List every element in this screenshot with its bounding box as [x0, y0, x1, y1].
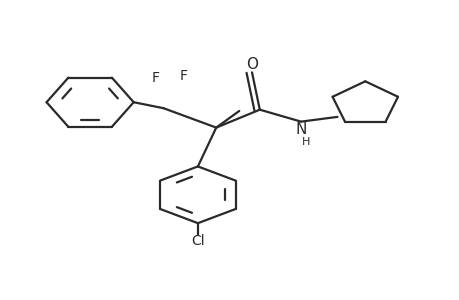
- Text: Cl: Cl: [190, 234, 204, 248]
- Text: F: F: [179, 69, 187, 83]
- Text: O: O: [246, 57, 257, 72]
- Text: N: N: [295, 122, 306, 137]
- Text: F: F: [151, 71, 159, 85]
- Text: H: H: [301, 136, 309, 147]
